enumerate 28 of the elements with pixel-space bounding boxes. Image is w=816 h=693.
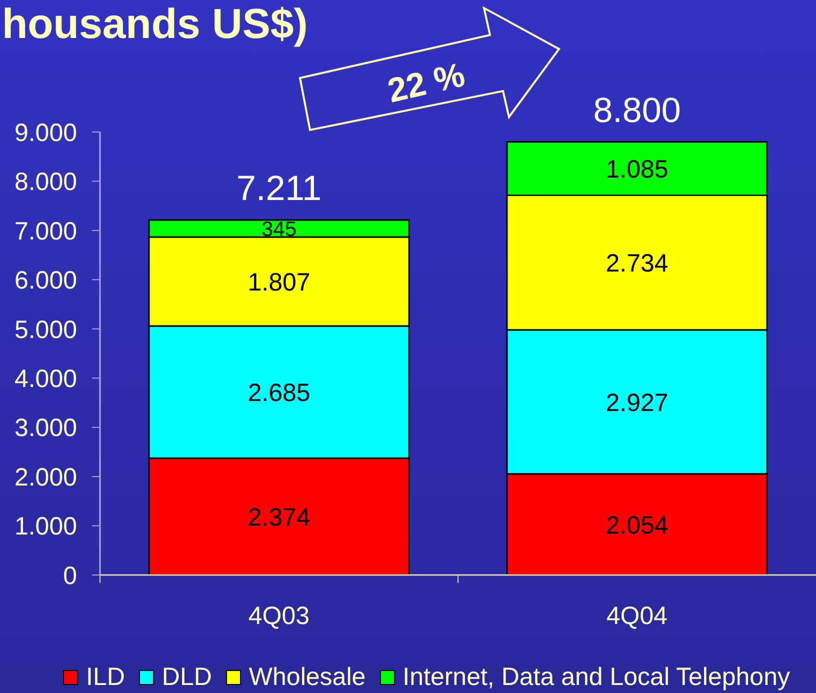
y-tick-label: 2.000 [14,463,77,492]
data-label: 2.685 [248,379,310,408]
total-label: 8.800 [593,90,681,130]
data-label: 345 [262,218,296,242]
y-tick-label: 8.000 [14,168,77,196]
data-label: 1.085 [606,156,668,184]
x-tick-label: 4Q03 [248,602,310,630]
y-tick-label: 6.000 [14,266,77,295]
y-tick-label: 7.000 [14,217,77,246]
data-label: 2.734 [606,250,668,278]
data-label: 2.374 [248,504,310,532]
y-tick-label: 4.000 [14,364,77,393]
text: 22 % [384,56,468,110]
chart-title: housands US$) [2,0,308,48]
y-tick-label: 9.000 [14,118,77,147]
data-label: 2.054 [606,511,668,540]
x-tick-label: 4Q04 [606,602,668,630]
legend-label: ILD [86,662,125,692]
legend-label: Wholesale [248,662,366,692]
y-tick-label: 5.000 [14,316,77,344]
legend-label: DLD [162,662,212,692]
data-label: 1.807 [248,268,310,297]
total-label: 7.211 [236,169,322,208]
legend-label: Internet, Data and Local Telephony [402,662,790,692]
y-tick-label: 1.000 [14,512,77,541]
data-label: 2.927 [606,388,668,417]
y-tick-label: 0 [63,562,77,590]
y-tick-label: 3.000 [14,414,77,442]
